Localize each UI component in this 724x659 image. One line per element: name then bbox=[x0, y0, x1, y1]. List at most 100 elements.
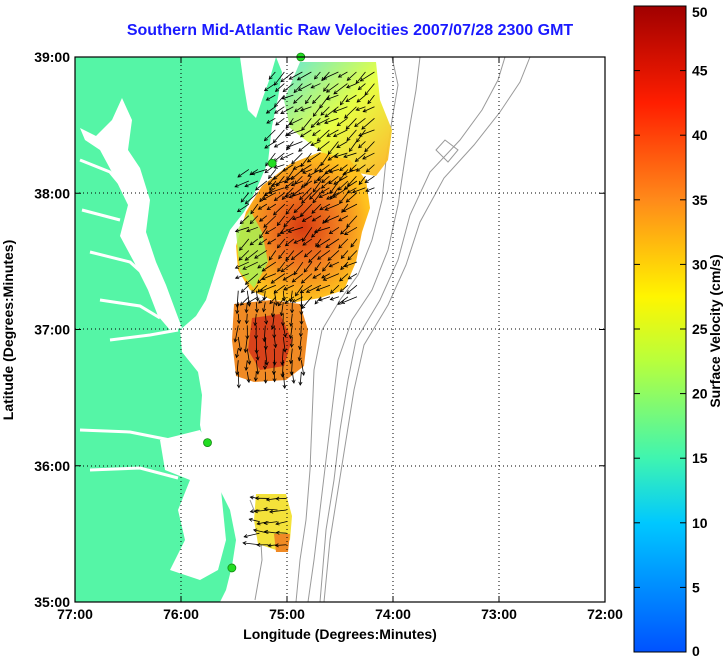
chesapeake-bay bbox=[80, 98, 182, 330]
velocity-arrow bbox=[286, 141, 303, 149]
arrow-head bbox=[329, 296, 334, 301]
velocity-arrow bbox=[266, 94, 276, 101]
velocity-arrow bbox=[302, 169, 313, 174]
velocity-arrow bbox=[338, 180, 349, 191]
arrow-head bbox=[255, 297, 260, 302]
velocity-arrow bbox=[238, 250, 250, 261]
arrow-head bbox=[281, 297, 286, 302]
arrow-head bbox=[254, 308, 259, 314]
arrow-head bbox=[244, 256, 249, 261]
arrow-head bbox=[311, 233, 316, 238]
arrow-head bbox=[282, 88, 287, 93]
velocity-arrow bbox=[299, 371, 302, 386]
colorbar-tick-label: 0 bbox=[692, 643, 700, 659]
delaware-bay bbox=[240, 57, 276, 118]
arrow-head bbox=[264, 144, 269, 149]
velocity-arrow bbox=[325, 238, 340, 248]
arrow-head bbox=[280, 361, 285, 366]
velocity-arrow bbox=[237, 313, 240, 324]
arrow-head bbox=[339, 101, 344, 106]
arrow-head bbox=[346, 76, 351, 81]
velocity-arrow bbox=[297, 71, 312, 81]
arrow-head bbox=[299, 303, 304, 309]
arrow-head bbox=[263, 345, 268, 351]
velocity-arrow bbox=[337, 296, 349, 305]
arrow-head bbox=[270, 325, 275, 330]
arrow-head bbox=[312, 112, 317, 117]
arrow-head bbox=[299, 196, 304, 201]
velocity-arrow bbox=[278, 250, 286, 259]
arrow-head bbox=[316, 137, 321, 142]
arrow-head bbox=[253, 509, 258, 514]
velocity-arrow bbox=[285, 250, 295, 261]
velocity-arrow bbox=[320, 152, 330, 166]
velocity-arrow bbox=[299, 187, 312, 200]
velocity-arrow bbox=[314, 164, 321, 173]
velocity-arrow bbox=[265, 226, 277, 234]
velocity-arrow bbox=[290, 290, 293, 302]
y-tick-label: 38:00 bbox=[34, 185, 70, 201]
arrow-head bbox=[280, 373, 285, 378]
velocity-arrow bbox=[274, 164, 285, 169]
arrow-head bbox=[302, 237, 306, 242]
velocity-arrow bbox=[322, 215, 331, 224]
velocity-arrow bbox=[236, 290, 239, 308]
arrow-head bbox=[307, 173, 312, 177]
arrow-head bbox=[302, 170, 307, 174]
y-tick-label: 39:00 bbox=[34, 49, 70, 65]
arrow-head bbox=[293, 271, 298, 276]
velocity-arrow bbox=[280, 71, 294, 83]
velocity-arrow bbox=[323, 71, 339, 80]
arrow-head bbox=[246, 228, 251, 233]
arrow-head bbox=[252, 528, 258, 533]
velocity-arrow bbox=[276, 532, 287, 534]
arrow-head bbox=[293, 99, 298, 104]
velocity-arrow bbox=[300, 325, 302, 337]
arrow-head bbox=[299, 212, 304, 217]
velocity-arrow bbox=[268, 169, 277, 179]
velocity-arrow bbox=[301, 180, 313, 188]
velocity-arrow bbox=[304, 250, 313, 258]
colorbar-ticks: 0 5 10 15 20 25 30 35 40 45 50 bbox=[634, 4, 708, 659]
arrow-head bbox=[240, 288, 245, 293]
arrow-head bbox=[269, 509, 274, 514]
arrow-head bbox=[364, 179, 369, 184]
arrow-head bbox=[313, 179, 318, 184]
velocity-arrow bbox=[317, 141, 330, 151]
velocity-arrow bbox=[339, 273, 349, 282]
arrow-head bbox=[235, 310, 240, 315]
velocity-arrow bbox=[272, 302, 275, 317]
velocity-arrow bbox=[354, 117, 366, 127]
velocity-arrow bbox=[349, 141, 357, 152]
arrow-head bbox=[343, 263, 348, 268]
velocity-arrow bbox=[338, 238, 349, 249]
arrow-head bbox=[234, 228, 240, 233]
velocity-arrow bbox=[339, 169, 349, 181]
arrow-head bbox=[336, 122, 341, 127]
arrow-head bbox=[284, 184, 289, 189]
arrow-head bbox=[270, 313, 275, 318]
arrow-head bbox=[305, 289, 311, 293]
arrow-head bbox=[262, 296, 267, 301]
arrow-head bbox=[320, 161, 325, 167]
velocity-arrow bbox=[300, 284, 313, 294]
velocity-arrow bbox=[245, 192, 259, 205]
x-tick-label: 76:00 bbox=[163, 606, 199, 622]
velocity-arrow bbox=[334, 152, 348, 158]
velocity-arrow bbox=[312, 180, 322, 193]
velocity-arrow bbox=[300, 129, 312, 138]
arrow-head bbox=[267, 190, 272, 195]
arrow-head bbox=[288, 334, 293, 340]
colorbar-tick-label: 5 bbox=[692, 579, 700, 595]
velocity-arrow bbox=[255, 302, 258, 313]
arrow-head bbox=[300, 107, 305, 112]
velocity-arrow bbox=[275, 117, 285, 126]
arrow-head bbox=[257, 279, 262, 284]
velocity-arrow bbox=[315, 238, 322, 247]
arrow-head bbox=[355, 79, 360, 85]
x-axis-ticks: 77:00 76:00 75:00 74:00 73:00 72:00 bbox=[57, 57, 623, 622]
arrow-head bbox=[324, 206, 329, 211]
velocity-arrow bbox=[245, 302, 248, 313]
velocity-arrow bbox=[319, 164, 330, 173]
arrow-head bbox=[346, 223, 351, 228]
